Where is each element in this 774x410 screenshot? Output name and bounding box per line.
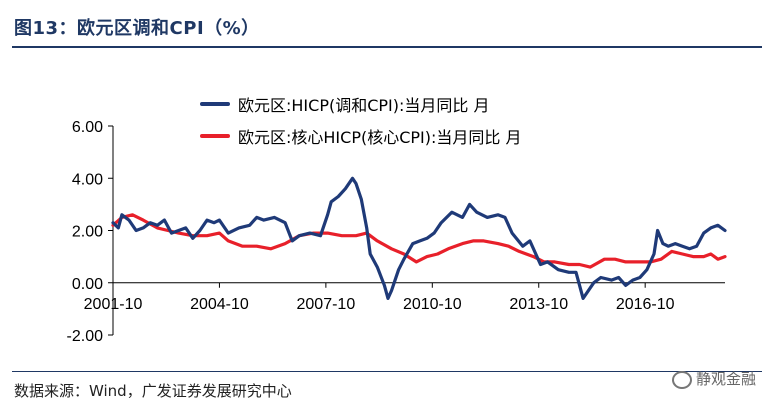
legend-item-core-hicp: 欧元区:核心HICP(核心CPI):当月同比 月 bbox=[200, 120, 521, 152]
legend-swatch-hicp bbox=[200, 102, 230, 106]
watermark-text: 静观金融 bbox=[695, 370, 756, 388]
wechat-icon bbox=[671, 370, 692, 389]
y-tick-label: 4.00 bbox=[72, 171, 103, 188]
legend-label-hicp: 欧元区:HICP(调和CPI):当月同比 月 bbox=[238, 96, 490, 115]
series-line-core-hicp bbox=[111, 213, 727, 269]
legend-swatch-core-hicp bbox=[200, 134, 230, 138]
x-tick-label: 2007-10 bbox=[297, 296, 356, 313]
source-note: 数据来源：Wind，广发证券发展研究中心 bbox=[14, 382, 292, 400]
x-tick-label: 2013-10 bbox=[509, 296, 568, 313]
x-tick-label: 2016-10 bbox=[616, 296, 675, 313]
y-tick-label: -2.00 bbox=[67, 328, 104, 345]
y-tick-label: 6.00 bbox=[72, 119, 103, 136]
x-tick-label: 2001-10 bbox=[84, 296, 143, 313]
y-tick-label: 0.00 bbox=[72, 276, 103, 293]
x-tick-label: 2010-10 bbox=[403, 296, 462, 313]
series-line-hicp bbox=[111, 176, 727, 300]
legend: 欧元区:HICP(调和CPI):当月同比 月 欧元区:核心HICP(核心CPI)… bbox=[200, 88, 521, 152]
legend-item-hicp: 欧元区:HICP(调和CPI):当月同比 月 bbox=[200, 88, 521, 120]
y-tick-label: 2.00 bbox=[72, 224, 103, 241]
title-divider bbox=[12, 46, 762, 48]
watermark: 静观金融 bbox=[671, 368, 756, 389]
x-tick-label: 2004-10 bbox=[190, 296, 249, 313]
legend-label-core-hicp: 欧元区:核心HICP(核心CPI):当月同比 月 bbox=[238, 128, 522, 147]
chart-title: 图13：欧元区调和CPI（%） bbox=[14, 18, 260, 39]
bottom-divider bbox=[12, 371, 762, 372]
